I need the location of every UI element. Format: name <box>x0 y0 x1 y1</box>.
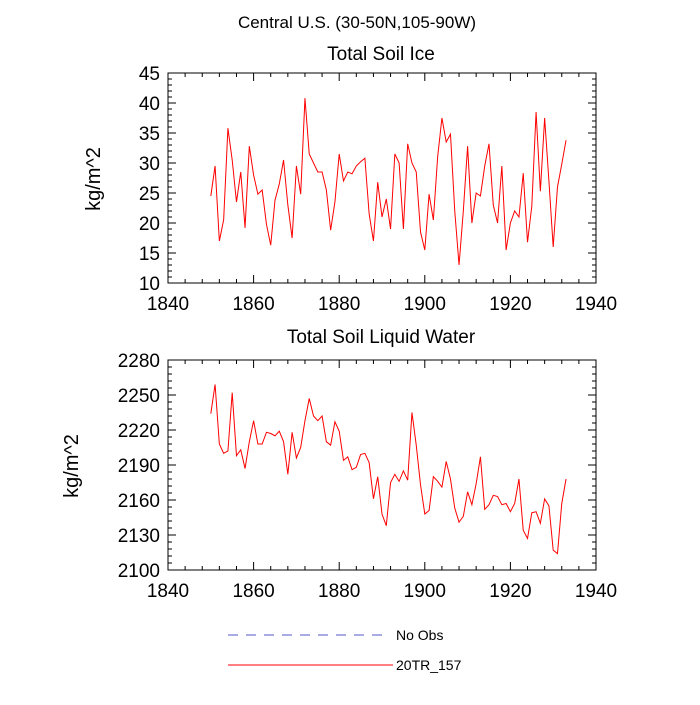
panel-total-soil-liquid-water: Total Soil Liquid Water kg/m^2 1840 1860 1… <box>61 327 617 602</box>
x-tick-label: 1860 <box>232 294 274 315</box>
plot-frame-soil-liquid-water <box>167 359 597 571</box>
y-tick-label: 2160 <box>118 491 160 512</box>
series-line-soil-liquid-water <box>210 384 567 555</box>
y-tick-label: 2190 <box>118 456 160 477</box>
plot-frame-soil-ice <box>167 72 597 284</box>
y-axis-label-soil-liquid-water: kg/m^2 <box>61 434 83 498</box>
panel-title-soil-liquid-water: Total Soil Liquid Water <box>287 327 476 348</box>
y-tick-label: 30 <box>139 154 160 175</box>
x-tick-label: 1840 <box>147 581 189 602</box>
y-tick-label: 20 <box>139 214 160 235</box>
x-tick-label: 1860 <box>232 581 274 602</box>
x-tick-label: 1920 <box>489 581 531 602</box>
x-tick-label: 1900 <box>404 581 446 602</box>
y-tick-label: 45 <box>139 64 160 85</box>
figure-title: Central U.S. (30-50N,105-90W) <box>238 13 476 32</box>
legend: No Obs 20TR_157 <box>228 627 462 673</box>
x-tick-label: 1940 <box>575 581 617 602</box>
x-tick-label: 1840 <box>147 294 189 315</box>
y-tick-label: 2100 <box>118 561 160 582</box>
panel-title-soil-ice: Total Soil Ice <box>327 44 435 65</box>
y-tick-label: 2280 <box>118 351 160 372</box>
y-axis-label-soil-ice: kg/m^2 <box>83 147 105 211</box>
y-tick-label: 2250 <box>118 386 160 407</box>
x-tick-label: 1920 <box>489 294 531 315</box>
y-tick-label: 2220 <box>118 421 160 442</box>
panel-total-soil-ice: Total Soil Ice kg/m^2 1840 1860 1880 1900 19… <box>83 44 617 315</box>
y-tick-label: 2130 <box>118 526 160 547</box>
x-tick-label: 1900 <box>404 294 446 315</box>
series-line-soil-ice <box>210 98 567 266</box>
y-tick-label: 35 <box>139 124 160 145</box>
x-tick-label: 1880 <box>318 581 360 602</box>
x-tick-label: 1940 <box>575 294 617 315</box>
y-tick-label: 25 <box>139 184 160 205</box>
y-tick-label: 40 <box>139 94 160 115</box>
y-tick-label: 10 <box>139 274 160 295</box>
x-tick-label: 1880 <box>318 294 360 315</box>
y-tick-label: 15 <box>139 244 160 265</box>
legend-label-20tr-157: 20TR_157 <box>396 657 462 673</box>
legend-label-no-obs: No Obs <box>396 627 443 643</box>
